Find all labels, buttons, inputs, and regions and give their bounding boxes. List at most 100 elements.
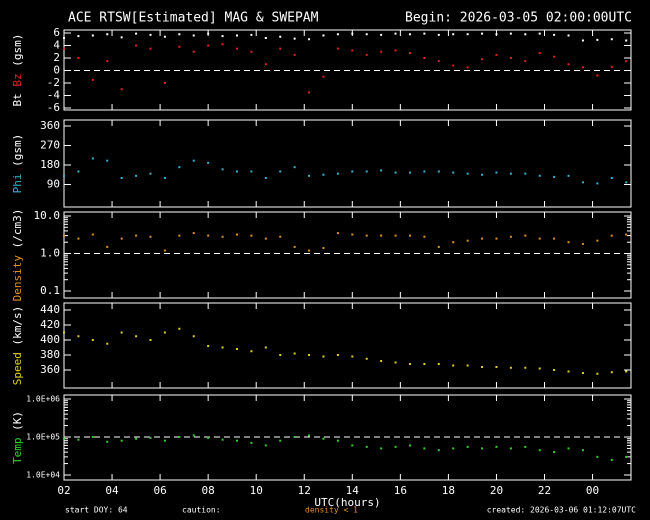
data-point xyxy=(192,232,195,235)
data-point xyxy=(524,366,527,369)
data-point xyxy=(553,237,556,240)
data-point xyxy=(135,32,138,35)
data-point xyxy=(437,363,440,365)
data-point xyxy=(437,170,440,173)
data-point xyxy=(250,50,253,53)
data-point xyxy=(524,172,527,175)
y-tick-label: 1.0E+05 xyxy=(26,433,60,442)
data-point xyxy=(279,354,282,356)
data-point xyxy=(235,47,238,50)
data-point xyxy=(308,91,311,94)
data-point xyxy=(466,239,469,242)
data-point xyxy=(610,38,613,41)
data-point xyxy=(351,49,354,52)
data-point xyxy=(553,33,556,36)
y-unit: (K) xyxy=(11,411,24,431)
panel-frame xyxy=(63,211,632,299)
data-point xyxy=(509,57,512,59)
data-point xyxy=(423,170,426,173)
data-point xyxy=(408,234,411,237)
data-point xyxy=(581,66,584,69)
data-point xyxy=(149,47,152,50)
data-point xyxy=(423,57,426,59)
data-point xyxy=(452,364,455,367)
data-point xyxy=(394,49,397,52)
data-point xyxy=(567,447,570,450)
data-point xyxy=(63,47,65,50)
data-point xyxy=(163,439,166,442)
data-point xyxy=(538,237,541,240)
data-point xyxy=(63,234,65,237)
data-point xyxy=(452,64,455,67)
data-point xyxy=(509,172,512,175)
data-point xyxy=(77,170,80,173)
panel-frame xyxy=(63,302,632,389)
data-point xyxy=(293,53,296,56)
data-point xyxy=(91,157,94,160)
x-tick-label: 14 xyxy=(346,484,360,497)
data-point xyxy=(365,357,368,360)
data-point xyxy=(279,35,282,38)
y-tick-label: 4 xyxy=(53,39,60,52)
data-point xyxy=(567,34,570,37)
data-point xyxy=(509,235,512,238)
data-point xyxy=(293,436,296,438)
data-point xyxy=(610,371,613,374)
data-point xyxy=(365,33,368,36)
data-point xyxy=(336,439,339,442)
data-point xyxy=(235,348,238,350)
data-point xyxy=(437,60,440,63)
data-point xyxy=(163,35,166,38)
data-point xyxy=(394,32,397,35)
data-point xyxy=(394,361,397,364)
data-point xyxy=(336,47,339,50)
legend-entry: Bz xyxy=(11,73,24,86)
data-point xyxy=(77,237,80,240)
data-point xyxy=(221,35,224,38)
legend-entry: Bt xyxy=(11,93,24,106)
data-point xyxy=(91,78,94,81)
data-point xyxy=(495,366,498,368)
data-point xyxy=(625,370,628,373)
data-point xyxy=(149,339,152,341)
data-point xyxy=(481,447,484,450)
data-point xyxy=(207,345,210,347)
data-point xyxy=(308,249,311,252)
data-point xyxy=(538,32,541,35)
data-point xyxy=(293,166,296,169)
data-point xyxy=(596,182,599,185)
data-point xyxy=(250,234,253,237)
data-point xyxy=(380,33,383,36)
data-point xyxy=(365,170,368,173)
data-point xyxy=(481,173,484,176)
y-tick-label: 0 xyxy=(53,64,60,77)
data-point xyxy=(437,245,440,248)
data-point xyxy=(135,437,138,440)
data-point xyxy=(106,159,109,162)
x-tick-label: 10 xyxy=(250,484,263,497)
x-tick-label: 00 xyxy=(586,484,599,497)
y-tick-label: 270 xyxy=(40,139,60,152)
data-point xyxy=(120,331,123,334)
data-point xyxy=(308,38,311,41)
data-point xyxy=(437,449,440,452)
x-tick-label: 02 xyxy=(57,484,70,497)
data-point xyxy=(207,161,210,164)
y-tick-label: 380 xyxy=(40,348,60,361)
data-point xyxy=(279,170,282,173)
data-point xyxy=(63,437,65,440)
data-point xyxy=(221,43,224,46)
data-point xyxy=(567,174,570,177)
data-point xyxy=(163,82,166,84)
x-tick-label: 12 xyxy=(298,484,311,497)
data-point xyxy=(120,237,123,240)
data-point xyxy=(135,174,138,177)
x-tick-label: 20 xyxy=(490,484,503,497)
start-doy: start DOY: 64 xyxy=(65,506,128,515)
data-point xyxy=(408,363,411,365)
data-point xyxy=(106,33,109,36)
data-point xyxy=(538,367,541,370)
legend-entry: Phi xyxy=(11,173,24,193)
data-point xyxy=(293,352,296,355)
data-point xyxy=(91,339,94,341)
